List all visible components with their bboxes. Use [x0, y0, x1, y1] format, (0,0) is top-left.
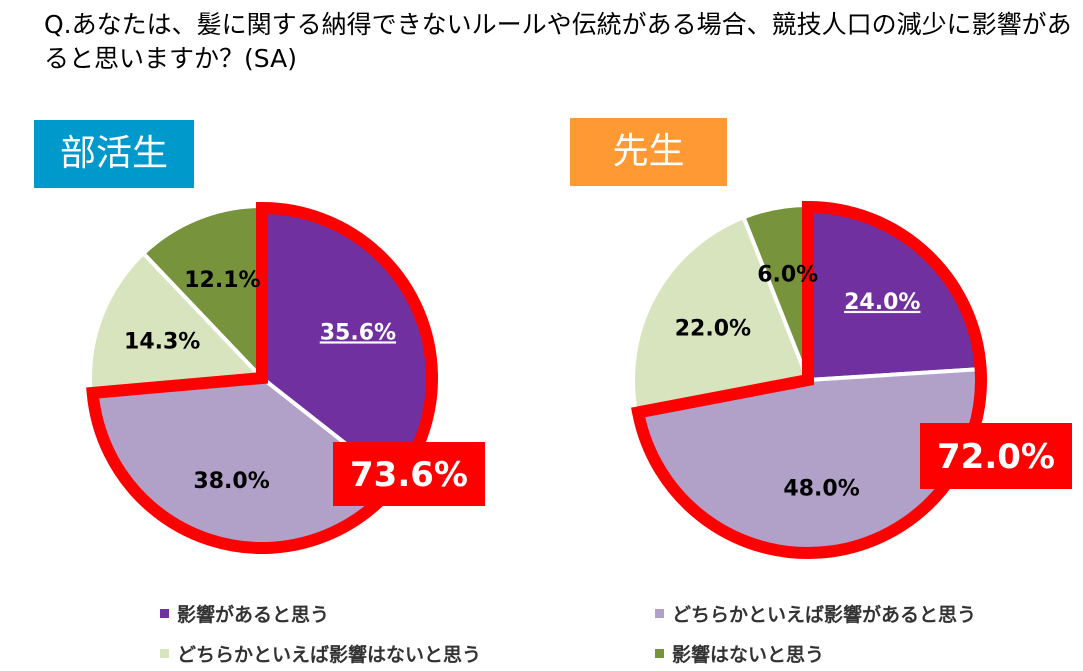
highlight-total-label: 73.6%: [350, 455, 468, 495]
legend-marker-icon: [160, 649, 169, 658]
slice-label: 14.3%: [124, 329, 200, 354]
legend-label: どちらかといえば影響があると思う: [672, 604, 977, 626]
legend-label: 影響があると思う: [177, 604, 330, 626]
legend-marker-icon: [655, 609, 664, 618]
highlight-total-label: 72.0%: [937, 437, 1055, 477]
highlight-outline: [631, 200, 987, 559]
legend-item-very-affect: 影響があると思う: [160, 600, 329, 627]
slice-label: 12.1%: [184, 268, 260, 293]
slice-somewhat-not: [88, 250, 267, 396]
highlight-total-badge: 73.6%: [333, 442, 485, 506]
pie-chart-teachers: 24.0% 48.0% 22.0% 6.0% 72.0%: [631, 200, 1072, 559]
slice-label: 24.0%: [844, 290, 920, 315]
slice-label: 38.0%: [193, 469, 269, 494]
slice-label: 35.6%: [320, 320, 396, 345]
group-label-students: 部活生: [34, 120, 194, 188]
legend-label: どちらかといえば影響はないと思う: [177, 644, 482, 666]
pie-chart-students: 35.6% 38.0% 14.3% 12.1% 73.6%: [86, 201, 485, 554]
slice-label: 6.0%: [757, 262, 818, 287]
legend-label: 影響はないと思う: [672, 644, 825, 666]
legend-item-not-affect: 影響はないと思う: [655, 640, 824, 667]
legend-item-somewhat-not: どちらかといえば影響はないと思う: [160, 640, 481, 667]
highlight-total-badge: 72.0%: [920, 423, 1072, 489]
group-label-teachers: 先生: [570, 118, 727, 186]
legend-marker-icon: [160, 609, 169, 618]
slice-somewhat-not: [631, 214, 811, 416]
slice-label: 22.0%: [675, 317, 751, 342]
question-title: Q.あなたは、髪に関する納得できないルールや伝統がある場合、競技人口の減少に影響…: [44, 10, 1072, 73]
slice-not-affect: [140, 203, 264, 384]
legend-marker-icon: [655, 649, 664, 658]
legend-item-somewhat-affect: どちらかといえば影響があると思う: [655, 600, 976, 627]
slice-label: 48.0%: [783, 477, 859, 502]
